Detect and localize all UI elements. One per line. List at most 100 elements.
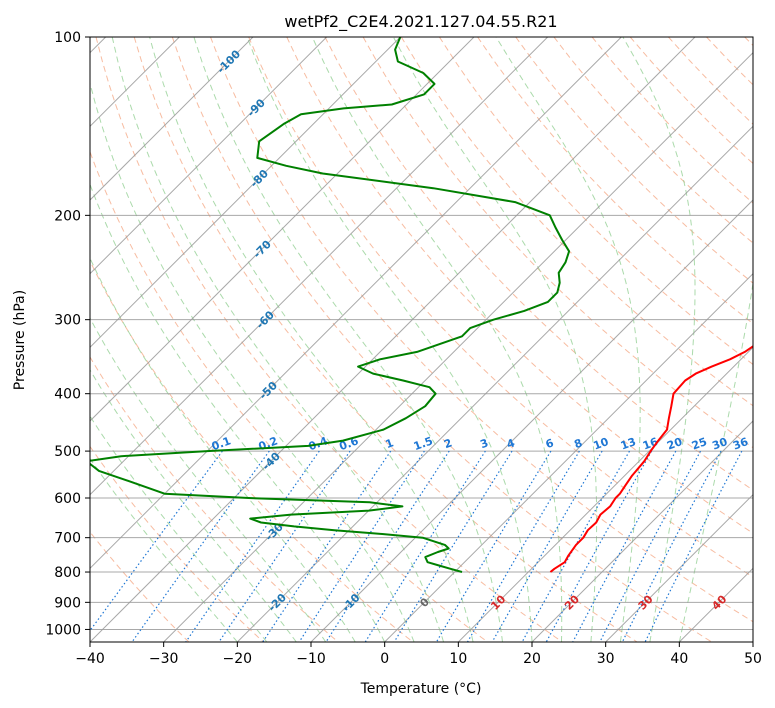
x-tick-label: −20 xyxy=(223,651,253,667)
x-tick-label: 0 xyxy=(380,651,389,667)
mixing-ratio-line xyxy=(644,450,743,642)
background-lines xyxy=(90,37,753,642)
y-tick-label: 1000 xyxy=(45,622,81,638)
moist-adiabat xyxy=(622,37,696,642)
dry-adiabat xyxy=(133,37,638,642)
dry-adiabat xyxy=(477,37,753,325)
dry-adiabat xyxy=(324,37,753,491)
x-tick-label: −40 xyxy=(75,651,105,667)
dry-adiabat xyxy=(171,37,713,642)
mixing-ratio-label: 30 xyxy=(710,435,729,453)
isotherm-line xyxy=(310,199,753,642)
x-tick-label: 50 xyxy=(744,651,762,667)
isotherm-line xyxy=(531,420,753,642)
y-tick-label: 500 xyxy=(54,444,81,460)
isotherm-line xyxy=(752,641,753,642)
dry-adiabat xyxy=(286,37,753,534)
dry-adiabat xyxy=(400,37,753,407)
chart-title: wetPf2_C2E4.2021.127.04.55.R21 xyxy=(284,12,557,32)
mixing-ratio-line xyxy=(90,450,223,632)
dry-adiabat xyxy=(744,37,753,47)
isotherm-line xyxy=(90,37,475,422)
y-tick-label: 900 xyxy=(54,595,81,611)
mixing-ratio-line xyxy=(466,450,580,642)
mixing-ratio-line xyxy=(364,450,486,642)
isotherm-line xyxy=(90,37,254,201)
isotherm-line xyxy=(90,37,401,349)
moist-adiabat xyxy=(90,415,268,642)
x-tick-label: −30 xyxy=(149,651,179,667)
mixing-ratio-label: 13 xyxy=(619,435,638,452)
mixing-ratio-line xyxy=(298,450,425,642)
moist-adiabat xyxy=(193,37,503,642)
moist-adiabat xyxy=(90,317,327,642)
isotherm-line xyxy=(605,493,753,642)
moist-adiabat xyxy=(111,37,445,642)
x-tick-label: 10 xyxy=(449,651,467,667)
axes: −40 −30 −20 −10 0 10 20 30 40 5010020030040050060… xyxy=(45,30,762,667)
moist-adiabat xyxy=(678,280,753,642)
dry-adiabat xyxy=(90,445,265,642)
isotherm-line xyxy=(90,37,549,496)
moist-adiabat xyxy=(392,37,598,642)
moist-adiabat xyxy=(246,37,533,642)
x-tick-label: 40 xyxy=(670,651,688,667)
dry-adiabat xyxy=(438,37,753,366)
isotherm-line xyxy=(236,125,753,642)
mixing-ratio-label: 20 xyxy=(665,435,684,453)
x-tick-label: −10 xyxy=(296,651,326,667)
mixing-ratio-label: 8 xyxy=(572,436,584,451)
isotherm-label: 40 xyxy=(709,592,729,612)
isotherm-line xyxy=(90,37,622,570)
isotherm-label: -80 xyxy=(248,167,271,190)
moist-adiabat xyxy=(90,368,297,642)
isotherm-line xyxy=(90,37,696,642)
y-tick-label: 300 xyxy=(54,313,81,329)
x-tick-label: 20 xyxy=(523,651,541,667)
mixing-ratio-line xyxy=(131,450,270,642)
mixing-ratio-label: 0.1 xyxy=(210,434,233,453)
moist-adiabat xyxy=(149,37,474,642)
y-tick-label: 700 xyxy=(54,531,81,547)
y-axis-label: Pressure (hPa) xyxy=(12,290,28,390)
isotherm-label: -100 xyxy=(215,47,244,76)
profile-lines xyxy=(90,37,753,573)
mixing-ratio-line xyxy=(572,450,677,642)
moist-adiabat xyxy=(311,37,563,642)
isotherm-label: -20 xyxy=(266,591,289,614)
isotherm-line xyxy=(457,346,753,642)
mixing-ratio-line xyxy=(262,450,392,642)
dry-adiabat xyxy=(248,37,753,578)
moist-adiabat xyxy=(90,457,238,642)
dry-adiabat xyxy=(706,37,753,86)
isotherm-line xyxy=(90,37,328,275)
dewpoint-line xyxy=(90,37,571,573)
isotherm-label: -70 xyxy=(251,237,274,260)
mixing-ratio-line xyxy=(325,450,450,642)
moist-adiabat xyxy=(90,256,356,642)
mixing-ratio-label: 0.2 xyxy=(257,434,280,453)
dry-adiabat xyxy=(362,37,753,449)
dry-adiabat xyxy=(210,37,753,623)
x-tick-label: 30 xyxy=(597,651,615,667)
temperature-line xyxy=(549,345,753,573)
dry-adiabat xyxy=(95,37,564,642)
isotherm-label: -10 xyxy=(339,591,362,614)
isotherm-line xyxy=(384,272,753,642)
y-tick-label: 800 xyxy=(54,565,81,581)
x-axis-label: Temperature (°C) xyxy=(360,681,482,697)
y-tick-label: 100 xyxy=(54,30,81,46)
dry-adiabat xyxy=(553,37,753,244)
mixing-ratio-label: 0.6 xyxy=(338,434,361,453)
isotherm-label: 10 xyxy=(488,592,508,612)
y-tick-label: 200 xyxy=(54,208,81,224)
mixing-ratio-label: 4 xyxy=(505,436,517,451)
mixing-ratio-label: 36 xyxy=(731,435,750,453)
mixing-ratio-label: 25 xyxy=(690,435,709,452)
isotherm-label: -50 xyxy=(257,379,280,402)
isotherm-label: 20 xyxy=(562,592,582,612)
plot-frame xyxy=(89,36,754,643)
mixing-ratio-label: 10 xyxy=(592,435,611,453)
